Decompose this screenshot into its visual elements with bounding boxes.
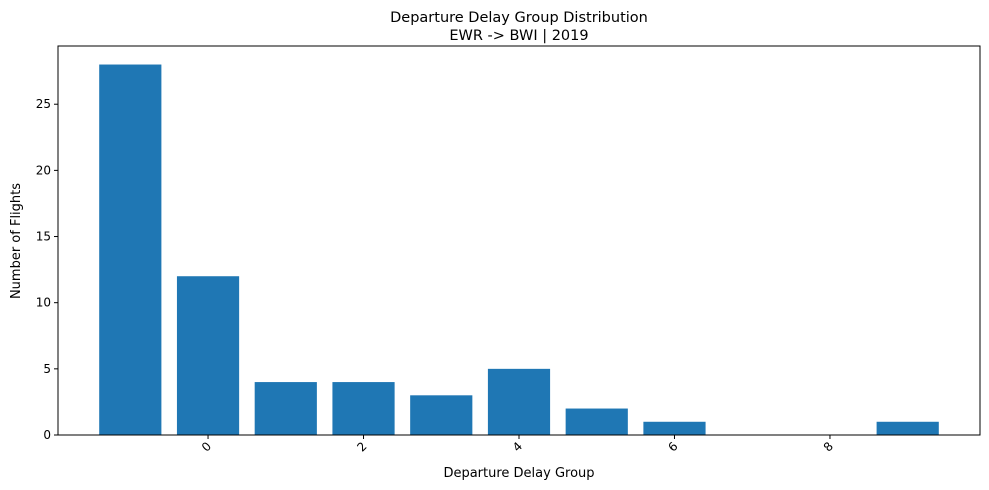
bar-3 [410, 395, 473, 435]
y-tick-label: 0 [43, 428, 51, 442]
bar-6 [643, 421, 706, 435]
y-tick-label: 15 [36, 230, 51, 244]
chart-title: Departure Delay Group Distribution [390, 10, 648, 26]
x-tick-label: 4 [510, 439, 525, 454]
bar-5 [565, 408, 628, 435]
bar-9 [876, 421, 939, 435]
y-tick-label: 20 [36, 163, 51, 177]
x-tick-label: 6 [665, 439, 680, 454]
bar--1 [99, 64, 162, 436]
y-tick-label: 25 [36, 97, 51, 111]
x-axis-label: Departure Delay Group [443, 466, 594, 481]
y-tick-label: 5 [43, 362, 51, 376]
x-tick-label: 2 [354, 439, 369, 454]
bars [99, 64, 939, 436]
chart-subtitle: EWR -> BWI | 2019 [449, 28, 588, 44]
y-tick-label: 10 [36, 296, 51, 310]
x-axis-ticks: 0 2 4 6 8 [199, 435, 836, 455]
x-tick-label: 0 [199, 439, 214, 454]
bar-0 [176, 276, 240, 435]
y-axis-label: Number of Flights [9, 183, 24, 299]
y-axis-ticks: 0 5 10 15 20 25 [36, 97, 58, 442]
x-tick-label: 8 [821, 439, 836, 454]
bar-1 [254, 382, 317, 435]
plot-frame [57, 45, 981, 436]
bar-4 [487, 368, 551, 435]
bar-2 [332, 382, 395, 435]
